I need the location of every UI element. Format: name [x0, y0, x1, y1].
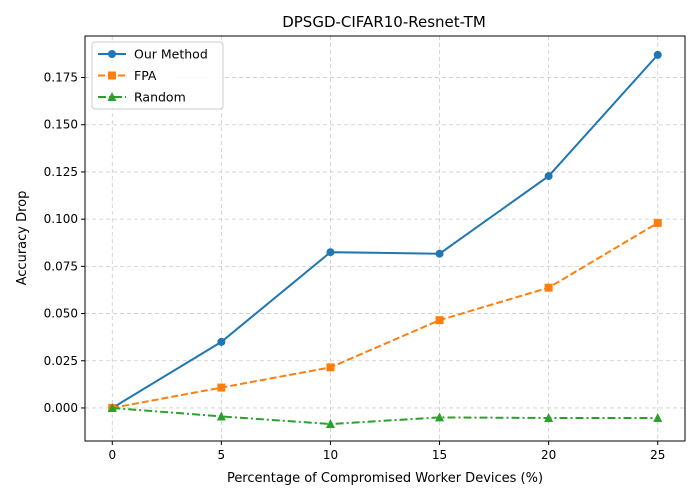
legend: Our Method FPA Random: [91, 41, 224, 110]
legend-marker-our-method: [108, 50, 116, 58]
data-point-random: [325, 419, 335, 429]
data-point-fpa: [653, 218, 662, 227]
x-tick-label: 5: [218, 448, 226, 462]
series-line-random: [112, 406, 658, 426]
data-point-our-method: [544, 172, 553, 181]
legend-label-random: Random: [134, 90, 186, 105]
y-axis-label: Accuracy Drop: [15, 191, 30, 286]
data-point-our-method: [326, 248, 335, 257]
y-tick-label: 0.025: [44, 354, 78, 368]
data-point-fpa: [326, 363, 335, 372]
y-tick-label: 0.075: [44, 259, 78, 273]
data-point-random: [107, 402, 117, 412]
x-tick-label: 25: [650, 448, 665, 462]
x-tick-label: 20: [541, 448, 556, 462]
x-tick-label: 10: [323, 448, 338, 462]
y-tick-label: 0.150: [44, 118, 78, 132]
data-point-random: [216, 411, 226, 421]
x-tick-label: 15: [432, 448, 447, 462]
data-point-fpa: [544, 283, 553, 292]
series-group: [107, 50, 663, 429]
data-point-random: [435, 412, 445, 422]
data-point-random: [544, 412, 554, 422]
data-point-random: [653, 412, 663, 422]
data-point-fpa: [435, 316, 444, 325]
legend-marker-fpa: [108, 71, 116, 80]
data-point-our-method: [217, 337, 226, 346]
y-tick-label: 0.175: [44, 71, 78, 85]
y-tick-label: 0.000: [44, 401, 78, 415]
y-axis: 0.000 0.025 0.050 0.075 0.100 0.125 0.150 0.175: [44, 71, 85, 415]
legend-marker-random: [107, 92, 117, 101]
legend-box: [91, 41, 224, 110]
y-tick-label: 0.125: [44, 165, 78, 179]
data-point-our-method: [435, 249, 444, 258]
y-tick-label: 0.050: [44, 307, 78, 321]
x-axis: 0 5 10 15 20 25: [108, 441, 665, 462]
y-tick-label: 0.100: [44, 212, 78, 226]
chart-title: DPSGD-CIFAR10-Resnet-TM: [282, 13, 486, 31]
data-point-our-method: [653, 50, 662, 59]
x-tick-label: 0: [108, 448, 116, 462]
series-line-fpa: [112, 222, 659, 409]
data-point-fpa: [217, 383, 226, 392]
legend-label-our-method: Our Method: [134, 47, 208, 62]
legend-label-fpa: FPA: [134, 68, 157, 83]
x-axis-label: Percentage of Compromised Worker Devices…: [227, 471, 543, 486]
series-line-our-method: [111, 54, 659, 409]
plot-frame: [84, 35, 686, 442]
